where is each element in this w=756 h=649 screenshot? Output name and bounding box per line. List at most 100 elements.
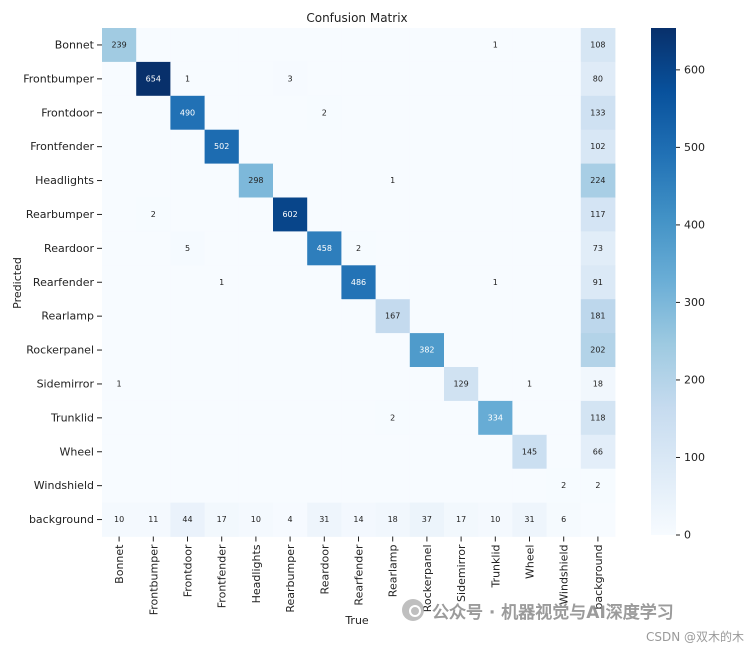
heatmap-cell bbox=[341, 333, 376, 368]
heatmap-cell bbox=[341, 95, 376, 131]
heatmap-cell bbox=[478, 231, 513, 266]
y-tick-label: Reardoor bbox=[44, 242, 94, 255]
x-tick-label: Rearfender bbox=[353, 544, 366, 606]
heatmap-cell bbox=[238, 333, 274, 368]
heatmap-cell bbox=[238, 468, 274, 503]
heatmap-cell bbox=[170, 333, 205, 368]
heatmap-cell bbox=[444, 400, 479, 436]
y-tick-label: Wheel bbox=[60, 445, 94, 458]
y-tick-label: Rearfender bbox=[33, 276, 95, 289]
heatmap-cell bbox=[375, 434, 411, 470]
heatmap-cell bbox=[512, 333, 547, 368]
heatmap-cell bbox=[546, 502, 582, 537]
y-tick-label: Rearlamp bbox=[41, 310, 94, 323]
heatmap-cell bbox=[546, 434, 582, 470]
heatmap-cell bbox=[204, 434, 240, 470]
heatmap-cell bbox=[375, 163, 411, 198]
heatmap-cell bbox=[546, 468, 582, 503]
heatmap-cell bbox=[273, 434, 308, 470]
heatmap-cell bbox=[102, 231, 137, 266]
cell-value-label: 602 bbox=[282, 210, 297, 219]
heatmap-cell bbox=[204, 28, 240, 63]
heatmap-cell bbox=[170, 367, 205, 402]
heatmap-cell bbox=[273, 129, 308, 164]
heatmap-cell bbox=[512, 231, 547, 266]
cell-value-label: 66 bbox=[593, 447, 603, 456]
x-tick-label: Reardoor bbox=[318, 544, 331, 594]
heatmap-cell bbox=[102, 265, 137, 300]
heatmap-cell bbox=[136, 434, 171, 470]
colorbar-tick-label: 0 bbox=[684, 529, 691, 542]
heatmap-cell bbox=[307, 265, 342, 300]
heatmap-cell bbox=[273, 468, 308, 503]
cell-value-label: 1 bbox=[390, 176, 395, 185]
cell-value-label: 486 bbox=[351, 278, 366, 287]
heatmap-cell bbox=[341, 231, 376, 266]
heatmap-cell bbox=[546, 231, 582, 266]
heatmap-cell bbox=[478, 265, 513, 300]
heatmap-cell bbox=[580, 95, 616, 131]
x-tick-label: Windshield bbox=[558, 545, 571, 605]
heatmap-cell bbox=[341, 265, 376, 300]
heatmap-cell bbox=[273, 265, 308, 300]
cell-value-label: 654 bbox=[146, 74, 161, 83]
heatmap-cell bbox=[444, 28, 479, 63]
heatmap-cell bbox=[273, 231, 308, 266]
heatmap-cell bbox=[102, 163, 137, 198]
heatmap-cell bbox=[444, 95, 479, 131]
heatmap-cell bbox=[409, 197, 445, 232]
heatmap-cell bbox=[478, 95, 513, 131]
heatmap-cell bbox=[375, 129, 411, 164]
y-tick-label: Trunklid bbox=[50, 411, 94, 424]
heatmap-cell bbox=[512, 434, 547, 470]
cell-value-label: 129 bbox=[453, 379, 468, 388]
x-tick-label: Headlights bbox=[250, 544, 263, 603]
cell-value-label: 14 bbox=[353, 515, 363, 524]
y-tick-label: Frontfender bbox=[30, 140, 94, 153]
cell-value-label: 10 bbox=[114, 515, 124, 524]
heatmap-cell bbox=[478, 197, 513, 232]
colorbar-tick-label: 300 bbox=[684, 296, 705, 309]
heatmap-cell bbox=[238, 28, 274, 63]
heatmap-cell bbox=[444, 468, 479, 503]
heatmap-cell bbox=[478, 502, 513, 537]
heatmap-cell bbox=[204, 367, 240, 402]
x-axis-label: True bbox=[344, 614, 369, 627]
heatmap-cell bbox=[409, 400, 445, 436]
heatmap-cell bbox=[546, 129, 582, 164]
heatmap-cell bbox=[204, 231, 240, 266]
cell-value-label: 6 bbox=[561, 515, 566, 524]
heatmap-cell bbox=[204, 502, 240, 537]
heatmap-cell bbox=[580, 333, 616, 368]
heatmap-cell bbox=[580, 299, 616, 334]
heatmap-cell bbox=[580, 468, 616, 503]
heatmap-cell bbox=[307, 61, 342, 97]
colorbar-tick-label: 200 bbox=[684, 373, 705, 386]
heatmap-cell bbox=[238, 299, 274, 334]
heatmap-cell bbox=[307, 95, 342, 131]
y-tick-label: background bbox=[29, 513, 94, 526]
heatmap-cell bbox=[170, 468, 205, 503]
heatmap-cell bbox=[170, 129, 205, 164]
cell-value-label: 18 bbox=[388, 515, 398, 524]
heatmap-cell bbox=[580, 163, 616, 198]
heatmap-cell bbox=[409, 28, 445, 63]
heatmap-cell bbox=[273, 28, 308, 63]
heatmap-cell bbox=[102, 197, 137, 232]
cell-value-label: 17 bbox=[456, 515, 466, 524]
heatmap-cell bbox=[238, 61, 274, 97]
heatmap-cell bbox=[136, 197, 171, 232]
heatmap-cell bbox=[102, 468, 137, 503]
heatmap-cell bbox=[307, 231, 342, 266]
heatmap-cell bbox=[375, 502, 411, 537]
heatmap-cell bbox=[512, 367, 547, 402]
heatmap-cell bbox=[102, 400, 137, 436]
wechat-icon bbox=[402, 599, 424, 621]
heatmap-cell bbox=[409, 231, 445, 266]
heatmap-cell bbox=[409, 129, 445, 164]
cell-value-label: 73 bbox=[593, 244, 603, 253]
colorbar-tick-label: 500 bbox=[684, 141, 705, 154]
cell-value-label: 181 bbox=[590, 312, 605, 321]
heatmap-cell bbox=[273, 333, 308, 368]
y-axis-label: Predicted bbox=[11, 257, 24, 309]
